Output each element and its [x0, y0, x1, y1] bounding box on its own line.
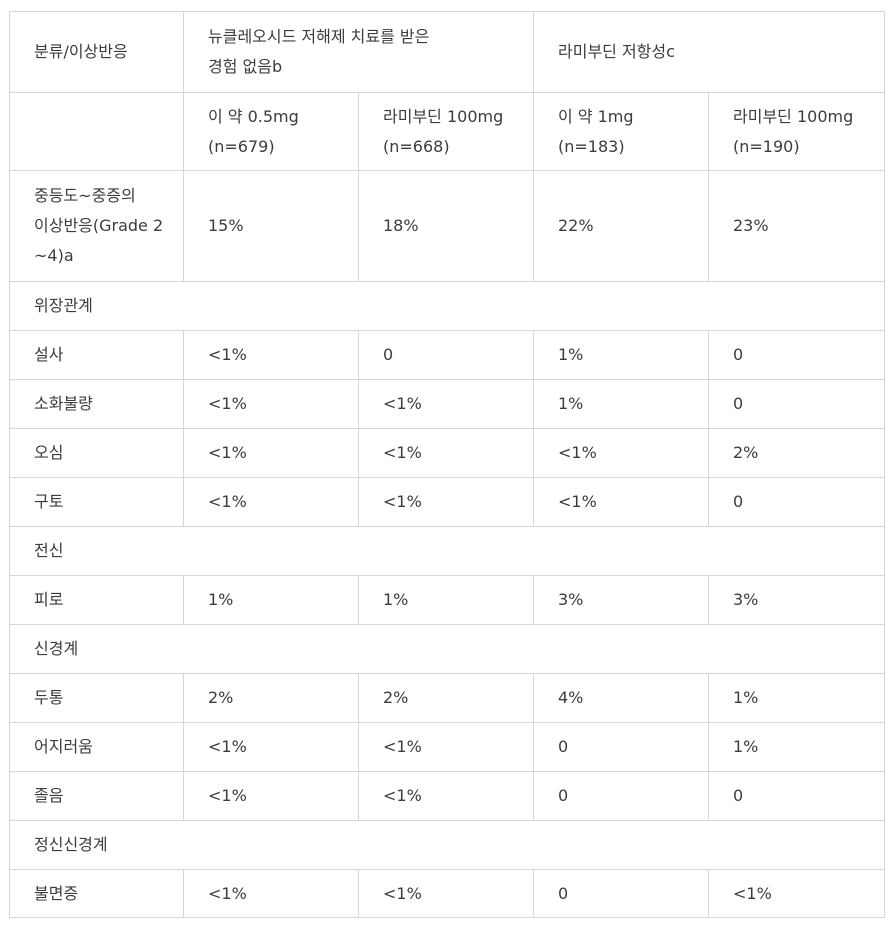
section-row: 정신신경계: [9, 820, 885, 870]
incidence-value: 2%: [183, 673, 359, 723]
table-row: 설사 <1% 0 1% 0: [9, 330, 885, 380]
adverse-reactions-table: 분류/이상반응 뉴클레오시드 저해제 치료를 받은 경험 없음b 라미부딘 저항…: [9, 11, 885, 918]
incidence-value: 1%: [533, 330, 709, 380]
table-row: 구토 <1% <1% <1% 0: [9, 477, 885, 527]
incidence-value: <1%: [183, 330, 359, 380]
incidence-value: 1%: [533, 379, 709, 429]
reaction-label: 설사: [9, 330, 184, 380]
incidence-value: <1%: [708, 869, 885, 918]
reaction-label: 소화불량: [9, 379, 184, 429]
incidence-value: <1%: [183, 722, 359, 772]
subheader-drug: 라미부딘 100mg: [383, 106, 504, 126]
incidence-value: <1%: [183, 869, 359, 918]
incidence-value: 1%: [183, 575, 359, 625]
subheader-n: (n=190): [733, 136, 800, 156]
incidence-value: 0: [708, 477, 885, 527]
table-row: 불면증 <1% <1% 0 <1%: [9, 869, 885, 918]
section-heading: 위장관계: [9, 281, 885, 331]
reaction-label: 피로: [9, 575, 184, 625]
subheader-cell: 라미부딘 100mg (n=190): [708, 92, 885, 171]
incidence-value: 3%: [533, 575, 709, 625]
incidence-value: <1%: [358, 477, 534, 527]
group-header-line: 경험 없음b: [208, 57, 283, 76]
table-row: 피로 1% 1% 3% 3%: [9, 575, 885, 625]
incidence-value: 2%: [708, 428, 885, 478]
grade-value-cell: 23%: [708, 170, 885, 282]
incidence-value: 4%: [533, 673, 709, 723]
incidence-value: 0: [533, 869, 709, 918]
incidence-value: 0: [358, 330, 534, 380]
grade-label-line: 중등도~중증의: [34, 186, 136, 205]
group-header-line: 뉴클레오시드 저해제 치료를 받은: [208, 27, 430, 46]
grade-value-cell: 22%: [533, 170, 709, 282]
grade-value-cell: 15%: [183, 170, 359, 282]
subheader-empty-cell: [9, 92, 184, 171]
reaction-label: 두통: [9, 673, 184, 723]
incidence-value: 0: [533, 771, 709, 821]
incidence-value: <1%: [358, 722, 534, 772]
section-row: 신경계: [9, 624, 885, 674]
section-row: 위장관계: [9, 281, 885, 331]
subheader-row: 이 약 0.5mg (n=679) 라미부딘 100mg (n=668) 이 약…: [9, 92, 885, 171]
incidence-value: <1%: [358, 869, 534, 918]
subheader-n: (n=668): [383, 136, 450, 156]
category-header-cell: 분류/이상반응: [9, 11, 184, 93]
incidence-value: <1%: [183, 428, 359, 478]
reaction-label: 어지러움: [9, 722, 184, 772]
section-heading: 신경계: [9, 624, 885, 674]
grade-row: 중등도~중증의 이상반응(Grade 2 ~4)a 15% 18% 22% 23…: [9, 170, 885, 282]
subheader-drug: 라미부딘 100mg: [733, 106, 854, 126]
table-row: 소화불량 <1% <1% 1% 0: [9, 379, 885, 429]
subheader-n: (n=679): [208, 136, 275, 156]
section-heading: 정신신경계: [9, 820, 885, 870]
header-row: 분류/이상반응 뉴클레오시드 저해제 치료를 받은 경험 없음b 라미부딘 저항…: [9, 11, 885, 93]
grade-label-cell: 중등도~중증의 이상반응(Grade 2 ~4)a: [9, 170, 184, 282]
incidence-value: 1%: [708, 673, 885, 723]
table-body: 위장관계 설사 <1% 0 1% 0 소화불량 <1% <1% 1% 0 오심 <1% <1% <1% 2% 구…: [9, 281, 885, 918]
subheader-cell: 이 약 0.5mg (n=679): [183, 92, 359, 171]
table-row: 오심 <1% <1% <1% 2%: [9, 428, 885, 478]
incidence-value: 0: [533, 722, 709, 772]
section-row: 전신: [9, 526, 885, 576]
subheader-n: (n=183): [558, 136, 625, 156]
subheader-cell: 이 약 1mg (n=183): [533, 92, 709, 171]
reaction-label: 불면증: [9, 869, 184, 918]
reaction-label: 오심: [9, 428, 184, 478]
subheader-drug: 이 약 1mg: [558, 106, 634, 126]
incidence-value: 0: [708, 379, 885, 429]
incidence-value: 3%: [708, 575, 885, 625]
incidence-value: <1%: [358, 379, 534, 429]
incidence-value: <1%: [358, 428, 534, 478]
incidence-value: <1%: [183, 379, 359, 429]
reaction-label: 졸음: [9, 771, 184, 821]
incidence-value: <1%: [183, 477, 359, 527]
table-row: 두통 2% 2% 4% 1%: [9, 673, 885, 723]
incidence-value: 1%: [708, 722, 885, 772]
incidence-value: 0: [708, 771, 885, 821]
incidence-value: <1%: [358, 771, 534, 821]
incidence-value: <1%: [533, 477, 709, 527]
group-header-treatment-naive: 뉴클레오시드 저해제 치료를 받은 경험 없음b: [183, 11, 534, 93]
table-row: 졸음 <1% <1% 0 0: [9, 771, 885, 821]
incidence-value: <1%: [533, 428, 709, 478]
incidence-value: 0: [708, 330, 885, 380]
subheader-cell: 라미부딘 100mg (n=668): [358, 92, 534, 171]
incidence-value: <1%: [183, 771, 359, 821]
reaction-label: 구토: [9, 477, 184, 527]
incidence-value: 1%: [358, 575, 534, 625]
grade-value-cell: 18%: [358, 170, 534, 282]
table-row: 어지러움 <1% <1% 0 1%: [9, 722, 885, 772]
section-heading: 전신: [9, 526, 885, 576]
grade-label-line: 이상반응(Grade 2: [34, 216, 164, 235]
group-header-lamivudine-resistant: 라미부딘 저항성c: [533, 11, 885, 93]
subheader-drug: 이 약 0.5mg: [208, 106, 299, 126]
incidence-value: 2%: [358, 673, 534, 723]
grade-label-line: ~4)a: [34, 246, 74, 265]
